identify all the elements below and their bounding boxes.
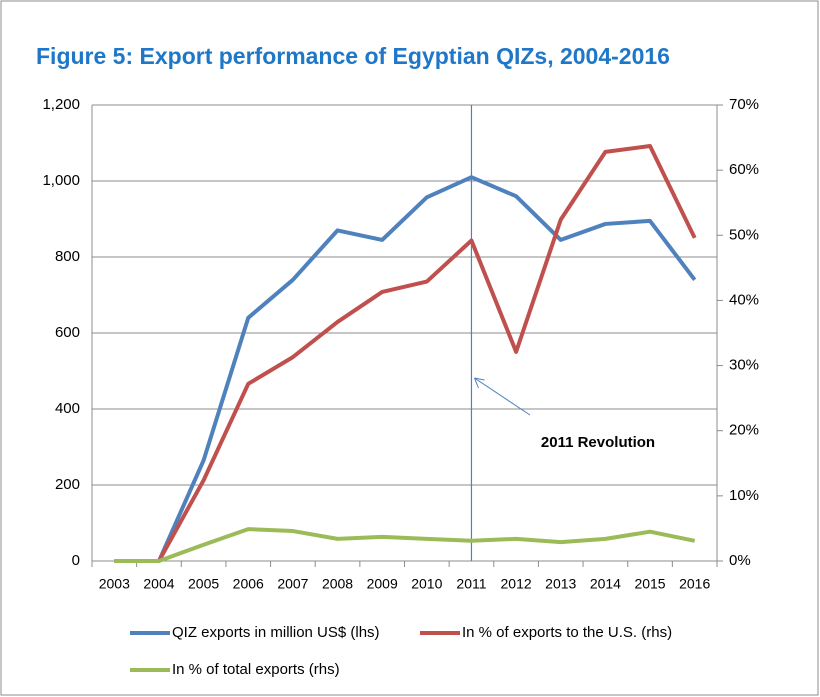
series-line [114,175,697,563]
y2-tick-label: 30% [729,357,759,374]
x-tick-label: 2003 [99,576,130,592]
annotation-arrow [474,377,531,416]
y-tick-label: 1,200 [42,96,80,113]
legend-label: QIZ exports in million US$ (lhs) [172,624,380,641]
y2-tick-label: 0% [729,552,751,569]
y2-tick-label: 20% [729,422,759,439]
x-tick-label: 2011 [456,576,486,592]
y-tick-label: 200 [55,476,80,493]
chart-title: Figure 5: Export performance of Egyptian… [36,43,670,69]
y2-tick-label: 70% [729,96,759,113]
series-line [114,144,697,563]
x-tick-label: 2015 [634,576,665,592]
x-tick-label: 2009 [367,576,398,592]
y2-tick-label: 60% [729,161,759,178]
x-tick-label: 2007 [277,576,308,592]
y2-tick-label: 10% [729,487,759,504]
x-tick-label: 2013 [545,576,576,592]
legend-label: In % of total exports (rhs) [172,661,340,678]
y-tick-label: 400 [55,400,80,417]
y2-tick-label: 40% [729,291,759,308]
y2-tick-label: 50% [729,226,759,243]
y-tick-label: 0 [72,552,80,569]
x-tick-label: 2005 [188,576,219,592]
x-tick-label: 2004 [143,576,174,592]
annotation-arrowhead [473,377,485,389]
x-tick-label: 2008 [322,576,353,592]
y-tick-label: 600 [55,324,80,341]
x-tick-label: 2010 [411,576,442,592]
x-tick-label: 2016 [679,576,710,592]
y-tick-label: 800 [55,248,80,265]
x-tick-label: 2014 [590,576,621,592]
y-tick-label: 1,000 [42,172,80,189]
x-tick-label: 2012 [501,576,532,592]
x-tick-label: 2006 [233,576,264,592]
series-line [114,527,696,563]
legend-label: In % of exports to the U.S. (rhs) [462,624,672,641]
annotation-text: 2011 Revolution [541,434,655,451]
